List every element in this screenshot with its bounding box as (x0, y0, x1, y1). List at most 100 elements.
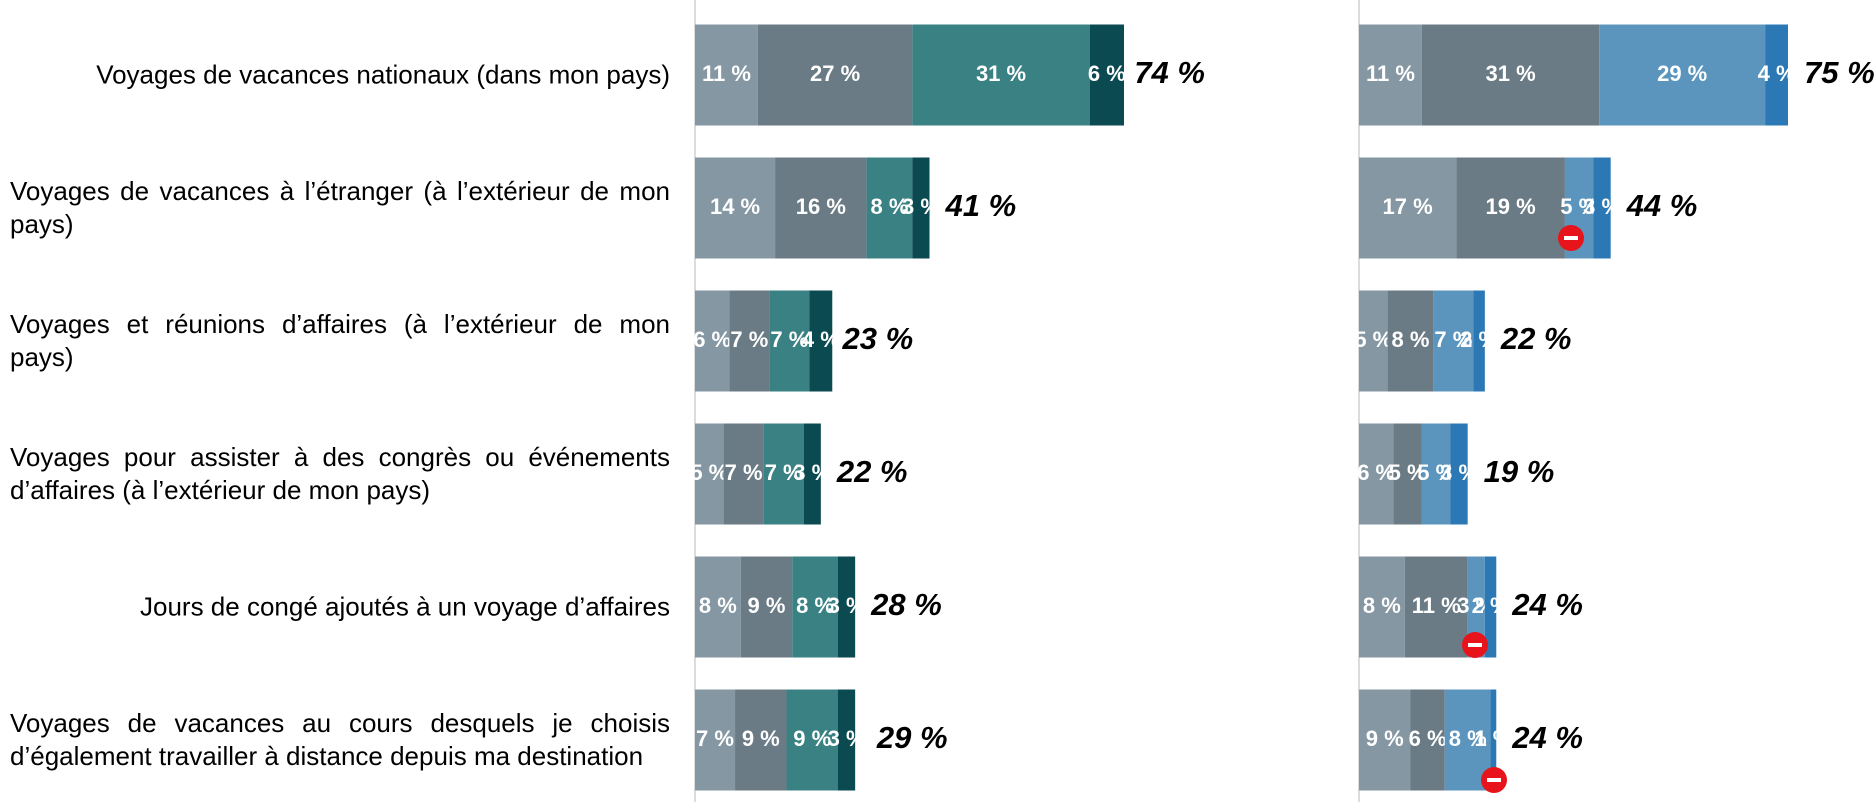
bar-segment (1393, 423, 1422, 525)
total-label: 44 % (1626, 188, 1698, 223)
total-label: 41 % (945, 188, 1017, 223)
bar-segment (695, 290, 730, 392)
segment-label: 4 % (802, 327, 840, 352)
segment-label: 3 % (828, 593, 866, 618)
segment-label: 7 % (765, 460, 803, 485)
segment-label: 29 % (1657, 61, 1707, 86)
bar-segment (740, 556, 793, 658)
bar-segment (1450, 423, 1468, 525)
segment-label: 8 % (871, 194, 909, 219)
bar-segment (912, 24, 1090, 126)
segment-label: 14 % (710, 194, 760, 219)
segment-label: 8 % (699, 593, 737, 618)
bar-segment (1359, 556, 1405, 658)
bar-segment (695, 423, 724, 525)
segment-label: 6 % (1357, 460, 1395, 485)
bar-segment (1467, 556, 1485, 658)
bar-segment (866, 157, 913, 259)
bar-segment (735, 689, 787, 791)
segment-label: 7 % (696, 726, 734, 751)
segment-label: 8 % (1363, 593, 1401, 618)
bar-segment (695, 24, 758, 126)
bar-segment (1599, 24, 1766, 126)
segment-label: 7 % (770, 327, 808, 352)
bar-segment (763, 423, 804, 525)
segment-label: 6 % (693, 327, 731, 352)
category-label: Voyages de vacances nationaux (dans mon … (96, 59, 670, 90)
segment-label: 19 % (1486, 194, 1536, 219)
segment-label: 5 % (1389, 460, 1427, 485)
segment-label: 7 % (1434, 327, 1472, 352)
bar-segment (1593, 157, 1611, 259)
bar-segment (838, 689, 856, 791)
total-label: 28 % (870, 587, 942, 622)
total-label: 23 % (842, 321, 914, 356)
bar-segment (1484, 556, 1497, 658)
bar-segment (695, 157, 776, 259)
bar-segment (786, 689, 838, 791)
decrease-marker-bar (1564, 236, 1578, 240)
bar-segment (1765, 24, 1788, 126)
segment-label: 6 % (1409, 726, 1447, 751)
segment-label: 8 % (1392, 327, 1430, 352)
segment-label: 5 % (1354, 327, 1392, 352)
segment-label: 4 % (1758, 61, 1796, 86)
bar-segment (1456, 157, 1565, 259)
segment-label: 2 % (1460, 327, 1498, 352)
segment-label: 3 % (1440, 460, 1478, 485)
total-label: 19 % (1484, 454, 1555, 489)
segment-label: 7 % (725, 460, 763, 485)
bar-segment (1490, 689, 1497, 791)
total-label: 75 % (1804, 55, 1875, 90)
bar-segment (1359, 290, 1388, 392)
segment-label: 31 % (1486, 61, 1536, 86)
segment-label: 6 % (1088, 61, 1126, 86)
bar-segment (1421, 24, 1600, 126)
bar-segment (809, 290, 833, 392)
total-label: 24 % (1511, 720, 1583, 755)
bar-segment (757, 24, 913, 126)
total-label: 22 % (1500, 321, 1572, 356)
segment-label: 9 % (1366, 726, 1404, 751)
category-label: Voyages de vacances à l’étranger (à l’ex… (10, 176, 670, 239)
bar-segment (1421, 423, 1451, 525)
bar-segment (695, 556, 741, 658)
bar-segment (1359, 423, 1394, 525)
segment-label: 31 % (976, 61, 1026, 86)
segment-label: 27 % (810, 61, 860, 86)
category-label: Voyages pour assister à des congrès ou é… (10, 442, 670, 505)
category-label: Voyages et réunions d’affaires (à l’exté… (10, 309, 670, 372)
segment-label: 11 % (1366, 61, 1415, 86)
segment-label: 7 % (730, 327, 768, 352)
bar-segment (912, 157, 930, 259)
segment-label: 3 % (793, 460, 831, 485)
total-label: 24 % (1511, 587, 1583, 622)
segment-label: 8 % (1449, 726, 1487, 751)
total-label: 74 % (1134, 55, 1205, 90)
bar-segment (1359, 24, 1422, 126)
category-label: Voyages de vacances au cours desquels je… (10, 708, 670, 771)
segment-label: 11 % (1412, 593, 1461, 618)
bar-segment (1359, 157, 1457, 259)
bar-segment (723, 423, 764, 525)
segment-label: 17 % (1383, 194, 1433, 219)
segment-label: 3 % (902, 194, 940, 219)
bar-segment (1410, 689, 1445, 791)
segment-label: 9 % (742, 726, 780, 751)
segment-label: 8 % (796, 593, 834, 618)
bar-segment (729, 290, 770, 392)
bar-segment (1387, 290, 1434, 392)
segment-label: 3 % (828, 726, 866, 751)
bar-segment (775, 157, 867, 259)
segment-label: 2 % (1472, 593, 1510, 618)
decrease-marker-bar (1487, 778, 1501, 782)
segment-label: 5 % (1560, 194, 1598, 219)
bar-segment (1404, 556, 1468, 658)
bar-segment (792, 556, 838, 658)
total-label: 22 % (836, 454, 908, 489)
segment-label: 1 % (1474, 726, 1512, 751)
bar-segment (838, 556, 856, 658)
segment-label: 9 % (793, 726, 831, 751)
